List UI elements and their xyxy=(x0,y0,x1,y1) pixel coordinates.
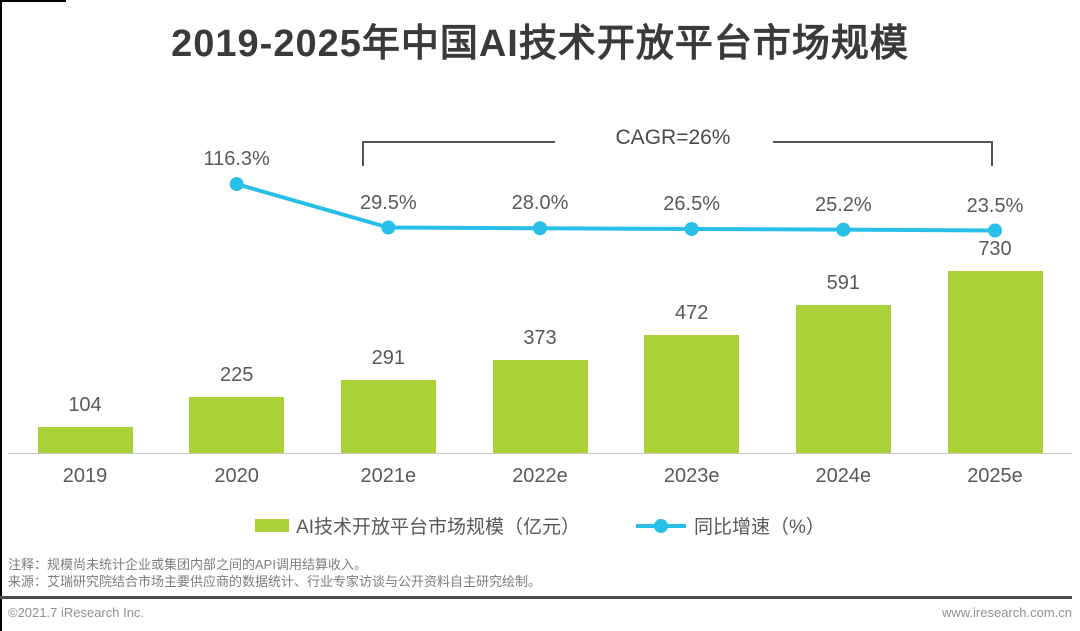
source-line: 来源：艾瑞研究院结合市场主要供应商的数据统计、行业专家访谈与公开资料自主研究绘制… xyxy=(8,574,542,589)
bar-2020 xyxy=(189,396,285,453)
bar-value-label-2024e: 591 xyxy=(826,272,861,295)
growth-label-2023e: 26.5% xyxy=(663,193,721,215)
line-legend-label: 同比增速（%） xyxy=(694,517,825,538)
left-border-artifact xyxy=(0,0,2,631)
line-point-2021e xyxy=(381,220,396,235)
growth-label-2020: 116.3% xyxy=(203,148,270,171)
bar-2019 xyxy=(37,427,133,453)
legend: AI技术开放平台市场规模（亿元） 同比增速（%） xyxy=(0,512,1080,539)
bar-value-label-2023e: 472 xyxy=(674,302,709,324)
growth-label-2021e: 29.5% xyxy=(359,191,417,214)
footer: ©2021.7 iResearch Inc. www.iresearch.com… xyxy=(8,605,1072,620)
cagr-bracket-right xyxy=(773,141,993,166)
notes-block: 注释：规模尚未统计企业或集团内部之间的API调用结算收入。 来源：艾瑞研究院结合… xyxy=(8,556,541,590)
chart-title: 2019-2025年中国AI技术开放平台市场规模 xyxy=(171,23,909,65)
x-tick-2025e: 2025e xyxy=(967,465,1023,487)
x-axis-line xyxy=(8,453,1072,454)
legend-item-line: 同比增速（%） xyxy=(635,512,825,539)
website-text: www.iresearch.com.cn xyxy=(941,605,1072,620)
line-point-2020 xyxy=(229,177,244,192)
x-tick-2019: 2019 xyxy=(62,465,108,487)
x-tick-2020: 2020 xyxy=(214,465,259,487)
bar-2021e xyxy=(340,380,436,453)
note-line: 注释：规模尚未统计企业或集团内部之间的API调用结算收入。 xyxy=(8,557,367,572)
bar-legend-label: AI技术开放平台市场规模（亿元） xyxy=(296,517,581,538)
footer-divider xyxy=(0,596,1072,599)
growth-label-2024e: 25.2% xyxy=(814,193,872,216)
line-point-2023e xyxy=(684,222,699,236)
cagr-label: CAGR=26% xyxy=(615,126,731,149)
bar-value-label-2021e: 291 xyxy=(371,347,406,370)
top-border-artifact xyxy=(0,0,66,2)
bar-value-label-2025e: 730 xyxy=(978,237,1012,260)
line-point-2022e xyxy=(533,221,548,236)
x-tick-2024e: 2024e xyxy=(815,465,872,487)
copyright-text: ©2021.7 iResearch Inc. xyxy=(8,605,145,620)
bar-value-label-2020: 225 xyxy=(219,363,254,386)
bar-legend-swatch xyxy=(255,519,290,532)
legend-item-bar: AI技术开放平台市场规模（亿元） xyxy=(255,512,580,539)
line-point-2024e xyxy=(836,222,851,237)
growth-label-2022e: 28.0% xyxy=(511,192,569,215)
bar-2022e xyxy=(492,359,588,453)
bar-2024e xyxy=(795,305,891,453)
bar-2023e xyxy=(644,335,740,453)
bar-2025e xyxy=(947,270,1043,453)
x-tick-2022e: 2022e xyxy=(512,465,568,487)
line-legend-glyph xyxy=(636,518,687,533)
line-point-2025e xyxy=(988,223,1003,238)
bar-value-label-2022e: 373 xyxy=(523,326,557,349)
x-tick-2021e: 2021e xyxy=(360,465,417,487)
growth-label-2025e: 23.5% xyxy=(966,194,1024,217)
x-tick-2023e: 2023e xyxy=(663,465,720,487)
cagr-bracket-left xyxy=(362,141,555,166)
bar-value-label-2019: 104 xyxy=(68,394,102,416)
